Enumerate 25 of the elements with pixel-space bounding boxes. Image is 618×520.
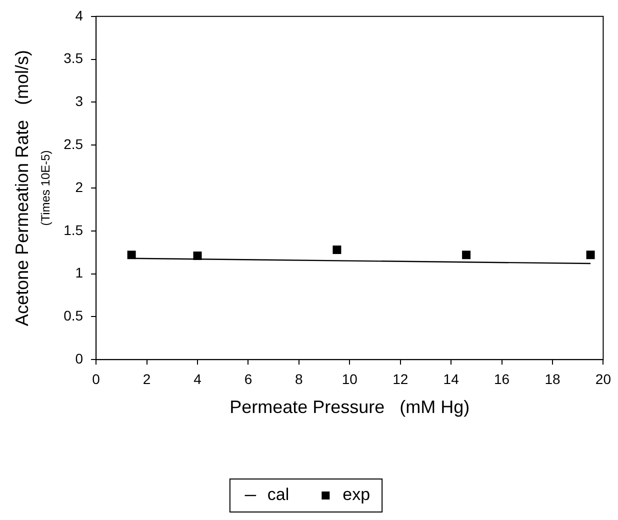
x-tick-label: 4: [194, 370, 202, 387]
x-tick-label: 20: [595, 370, 612, 387]
y-tick-label: 0.5: [64, 308, 84, 324]
x-tick-label: 6: [244, 370, 252, 387]
x-tick-label: 12: [392, 370, 408, 387]
x-tick-label: 10: [342, 370, 358, 387]
x-tick-label: 14: [443, 370, 460, 387]
x-axis-title: Permeate Pressure (mM Hg): [230, 397, 470, 418]
text: (Times 10E-5): [38, 150, 52, 226]
x-tick-label: 16: [494, 370, 510, 387]
legend-label: exp: [342, 485, 370, 504]
y-tick-label: 1: [75, 264, 84, 281]
y-tick-label: 2.5: [64, 136, 84, 152]
y-axis-title: Acetone Permeation Rate (mol/s): [12, 50, 32, 326]
x-tick-label: 2: [142, 370, 151, 387]
y-tick-label: 1.5: [64, 222, 84, 238]
y-tick-label: 2: [75, 178, 84, 195]
x-tick-label: 8: [295, 370, 304, 387]
legend-label: cal: [267, 485, 290, 504]
y-tick-label: 3: [75, 93, 84, 110]
x-tick-label: 18: [544, 370, 560, 387]
y-tick-label: 0: [75, 350, 84, 366]
x-tick-label: 0: [92, 370, 100, 387]
y-tick-label: 3.5: [64, 50, 84, 66]
y-tick-label: 4: [75, 7, 84, 24]
